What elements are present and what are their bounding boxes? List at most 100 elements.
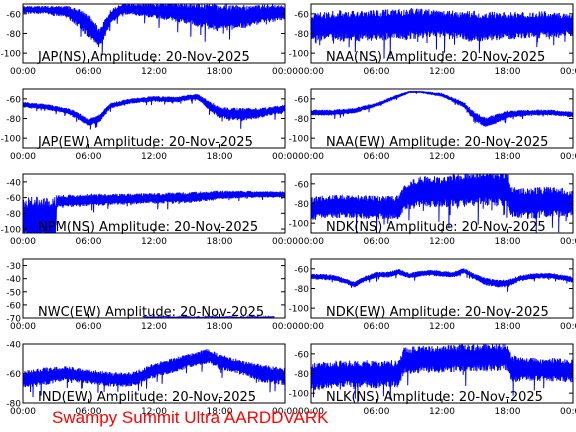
x-tick-label: 12:00 [141,237,167,247]
signal-trace [311,90,573,127]
x-tick-label: 00:00 [560,152,576,162]
panel-title: JAP(EW) Amplitude: 20-Nov-2025 [37,135,253,150]
x-tick-label: 18:00 [207,407,233,417]
panel-title: NLK(NS) Amplitude: 20-Nov-2025 [326,390,543,405]
x-tick-label: 06:00 [364,152,390,162]
x-tick-label: 18:00 [207,67,233,77]
panel-title: NAA(NS) Amplitude: 20-Nov-2025 [326,50,545,65]
x-tick-label: 00:00 [560,407,576,417]
panel-6: -70 -60 -50 -40 -30 00:00 06:00 12:00 18:00 00:00… [6,258,298,332]
panel-9: -100-80-6000:0006:0012:0018:0000:00NLK(N… [289,343,576,417]
y-tick-label: -80 [294,200,309,210]
x-tick-label: 12:00 [429,237,455,247]
x-tick-label: 18:00 [207,237,233,247]
x-tick-label: 00:00 [10,407,36,417]
panel-title: NAA(EW) Amplitude: 20-Nov-2025 [326,135,548,150]
panel-title: NDK(NS) Amplitude: 20-Nov-2025 [326,220,546,235]
y-tick-label: -40 [6,341,21,351]
panel-title: IND(EW) Amplitude: 20-Nov-2025 [38,390,256,405]
x-tick-label: 00:00 [298,237,324,247]
signal-trace [23,94,285,130]
x-tick-label: 00:00 [10,152,36,162]
panel-title: NWC(EW) Amplitude: 20-Nov-2025 [38,305,264,320]
y-tick-label: -60 [6,194,21,204]
x-tick-label: 00:00 [298,67,324,77]
y-tick-label: -60 [6,10,21,20]
y-tick-label: -80 [6,115,21,125]
y-tick-label: -100 [1,135,22,145]
y-tick-label: -100 [289,135,310,145]
signal-trace [23,4,285,55]
x-tick-label: 12:00 [141,322,167,332]
x-tick-label: 18:00 [495,322,521,332]
panel-5: -100-80-6000:0006:0012:0018:0000:00NDK(N… [289,173,576,247]
y-tick-label: -100 [289,390,310,400]
x-tick-label: 00:00 [560,237,576,247]
x-tick-label: 12:00 [429,152,455,162]
x-tick-label: 00:00 [272,407,298,417]
x-tick-label: 06:00 [364,322,390,332]
x-tick-label: 18:00 [207,152,233,162]
x-tick-label: 00:00 [298,152,324,162]
x-tick-label: 06:00 [76,67,102,77]
signal-trace [311,344,573,403]
x-tick-label: 12:00 [429,407,455,417]
panel-title: JAP(NS) Amplitude: 20-Nov-2025 [37,50,250,65]
x-tick-label: 06:00 [76,237,102,247]
x-tick-label: 00:00 [10,237,36,247]
x-tick-label: 18:00 [207,322,233,332]
y-tick-label: -60 [6,301,21,311]
x-tick-label: 00:00 [560,322,576,332]
x-tick-label: 00:00 [272,237,298,247]
x-tick-label: 18:00 [495,237,521,247]
signal-trace [311,8,573,59]
y-tick-label: -60 [294,265,309,275]
y-tick-label: -60 [294,95,309,105]
y-tick-label: -30 [6,262,21,272]
y-tick-label: -100 [289,305,310,315]
y-tick-label: -70 [6,315,21,325]
y-tick-label: -100 [289,50,310,60]
panel-title: NDK(EW) Amplitude: 20-Nov-2025 [326,305,549,320]
x-tick-label: 06:00 [76,322,102,332]
x-tick-label: 12:00 [429,67,455,77]
x-tick-label: 06:00 [364,407,390,417]
y-tick-label: -60 [6,370,21,380]
y-tick-label: -60 [294,350,309,360]
x-tick-label: 06:00 [364,67,390,77]
x-tick-label: 18:00 [495,67,521,77]
signal-trace [23,348,285,398]
panel-7: -100-80-6000:0006:0012:0018:0000:00NDK(E… [289,258,576,332]
y-tick-label: -50 [6,288,21,298]
signal-trace [311,268,573,292]
x-tick-label: 00:00 [298,322,324,332]
x-tick-label: 12:00 [141,152,167,162]
x-tick-label: 12:00 [141,407,167,417]
panel-title: NPM(NS) Amplitude: 20-Nov-2025 [38,220,258,235]
station-credit: Swampy Summit Ultra AARDDVARK [52,408,329,427]
y-tick-label: -100 [1,226,22,236]
y-tick-label: -100 [1,50,22,60]
y-tick-label: -80 [6,210,21,220]
x-tick-label: 06:00 [76,152,102,162]
x-tick-label: 00:00 [10,322,36,332]
y-tick-label: -80 [294,115,309,125]
y-tick-label: -60 [6,95,21,105]
y-tick-label: -80 [294,285,309,295]
y-tick-label: -40 [6,275,21,285]
x-tick-label: 12:00 [141,67,167,77]
y-tick-label: -100 [289,220,310,230]
x-tick-label: 00:00 [10,67,36,77]
y-tick-label: -60 [294,10,309,20]
signal-trace [142,314,275,318]
x-tick-label: 00:00 [298,407,324,417]
x-tick-label: 12:00 [429,322,455,332]
x-tick-label: 00:00 [272,67,298,77]
y-tick-label: -80 [6,400,21,410]
x-tick-label: 00:00 [272,152,298,162]
panel-3: -100-80-6000:0006:0012:0018:0000:00NAA(E… [289,88,576,162]
x-tick-label: 06:00 [76,407,102,417]
